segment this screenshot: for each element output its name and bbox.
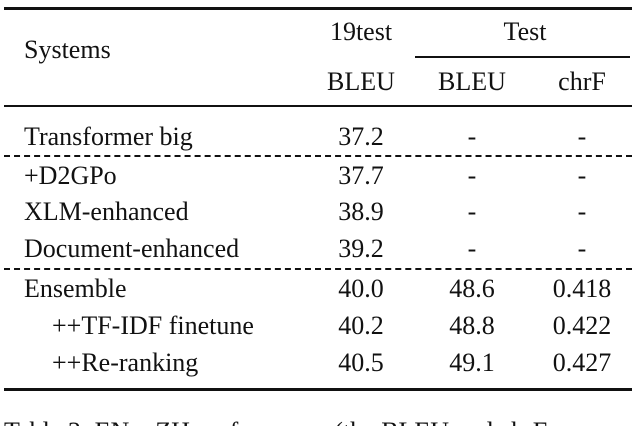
dashed-rule [4, 155, 632, 157]
score-cell: 38.9 [338, 197, 384, 226]
score-cell: - [577, 122, 587, 151]
header-cell: Systems [24, 35, 111, 64]
score-cell: - [577, 197, 587, 226]
header-rule [4, 105, 632, 107]
score-cell: 40.2 [338, 311, 384, 340]
dashed-rule [4, 268, 632, 270]
header-cell: chrF [558, 67, 606, 96]
score-cell: 39.2 [338, 234, 384, 263]
system-name: ++Re-ranking [52, 348, 199, 377]
score-cell: 0.427 [552, 348, 612, 377]
score-cell: 37.7 [338, 161, 384, 190]
header-cell: BLEU [327, 67, 395, 96]
score-cell: 48.8 [449, 311, 495, 340]
system-name: ++TF-IDF finetune [52, 311, 254, 340]
score-cell: 37.2 [338, 122, 384, 151]
header-cell: BLEU [438, 67, 506, 96]
bottom-rule [4, 388, 632, 391]
score-cell: - [467, 234, 477, 263]
score-cell: - [467, 161, 477, 190]
score-cell: - [467, 122, 477, 151]
score-cell: 40.5 [338, 348, 384, 377]
score-cell: 40.0 [338, 274, 384, 303]
score-cell: 49.1 [449, 348, 495, 377]
group-rule [415, 56, 630, 58]
system-name: Transformer big [24, 122, 193, 151]
header-cell: 19test [329, 17, 393, 46]
system-name: XLM-enhanced [24, 197, 189, 226]
score-cell: 48.6 [449, 274, 495, 303]
system-name: Ensemble [24, 274, 127, 303]
score-cell: 0.418 [552, 274, 612, 303]
score-cell: 0.422 [552, 311, 612, 340]
caption: Table 3: EN→ZH performance (the BLEU and… [4, 417, 547, 426]
system-name: +D2GPo [24, 161, 117, 190]
top-rule [4, 7, 632, 10]
score-cell: - [467, 197, 477, 226]
system-name: Document-enhanced [24, 234, 240, 263]
score-cell: - [577, 161, 587, 190]
header-cell: Test [503, 17, 547, 46]
score-cell: - [577, 234, 587, 263]
